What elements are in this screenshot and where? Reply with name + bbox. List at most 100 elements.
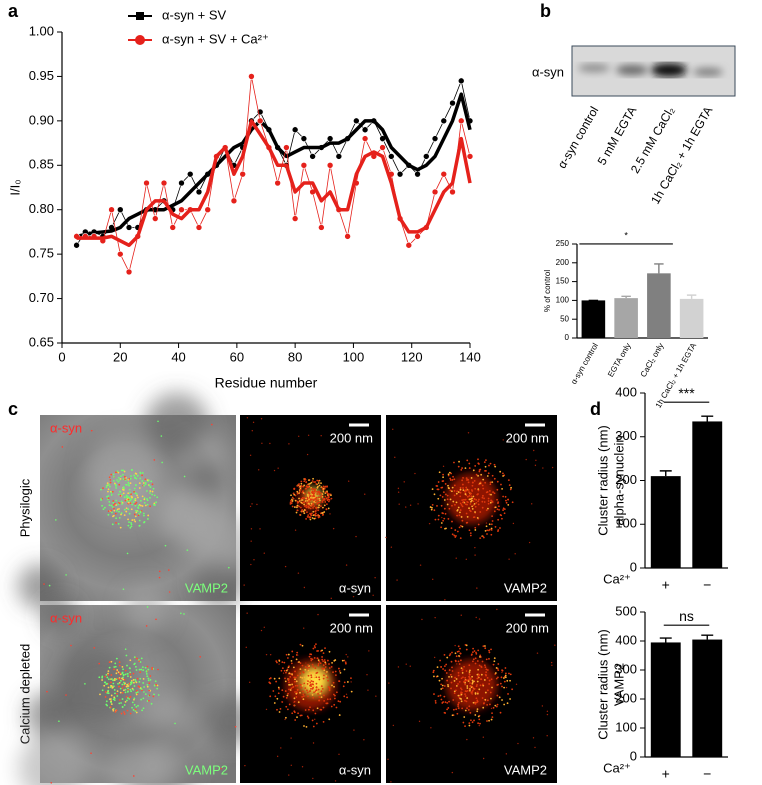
speckle	[320, 696, 323, 699]
speckle	[136, 691, 139, 694]
speckle	[343, 659, 346, 662]
data-point	[318, 224, 325, 231]
speckle	[318, 504, 321, 507]
speckle	[300, 480, 303, 483]
speckle	[143, 521, 145, 524]
speckle	[314, 512, 317, 515]
speckle	[249, 505, 252, 508]
speckle	[457, 703, 460, 706]
speckle	[487, 507, 489, 510]
speckle	[474, 526, 477, 529]
data-point	[230, 197, 238, 205]
speckle	[488, 529, 490, 532]
microscopy-image	[385, 415, 557, 601]
speckle	[146, 665, 149, 668]
speckle	[461, 672, 464, 674]
speckle	[483, 497, 485, 500]
speckle	[296, 504, 299, 507]
speckle	[418, 720, 421, 723]
speckle	[488, 490, 491, 492]
speckle	[265, 708, 268, 711]
speckle	[135, 501, 138, 504]
speckle	[338, 667, 340, 670]
microscopy-image	[240, 605, 381, 783]
speckle	[364, 493, 366, 495]
speckle	[118, 483, 121, 486]
speckle	[503, 508, 506, 511]
speckle	[140, 698, 143, 701]
speckle	[461, 668, 464, 671]
speckle	[477, 715, 480, 718]
speckle	[274, 695, 277, 698]
speckle	[124, 700, 127, 703]
speckle	[144, 666, 147, 669]
speckle	[133, 681, 135, 684]
speckle	[133, 487, 136, 490]
speckle	[312, 514, 315, 517]
speckle	[431, 488, 434, 491]
speckle	[432, 671, 435, 674]
speckle	[299, 488, 302, 491]
speckle	[307, 695, 309, 698]
speckle	[457, 506, 460, 509]
speckle	[451, 486, 454, 489]
speckle	[135, 689, 138, 692]
speckle	[280, 669, 283, 672]
image-texture	[144, 392, 209, 458]
speckle	[466, 707, 468, 710]
speckle	[444, 701, 447, 704]
speckle	[278, 677, 281, 680]
speckle	[486, 720, 488, 722]
speckle	[308, 504, 311, 507]
speckle	[450, 681, 453, 684]
speckle	[464, 467, 467, 470]
speckle	[156, 687, 159, 690]
speckle	[321, 501, 323, 504]
speckle	[293, 701, 295, 704]
speckle	[481, 660, 484, 663]
speckle	[455, 501, 458, 504]
speckle	[111, 686, 114, 689]
image-glow	[446, 659, 497, 711]
speckle	[313, 498, 315, 501]
speckle	[108, 501, 111, 503]
speckle	[100, 499, 102, 501]
speckle	[149, 675, 152, 677]
speckle	[107, 678, 110, 681]
speckle	[321, 667, 324, 670]
speckle	[532, 737, 535, 739]
speckle	[451, 479, 454, 481]
speckle	[460, 677, 463, 680]
error-bar	[621, 295, 631, 299]
speckle	[314, 646, 316, 649]
speckle	[344, 662, 347, 665]
speckle	[309, 518, 312, 521]
speckle	[488, 523, 491, 526]
speckle	[531, 503, 533, 505]
speckle	[290, 659, 293, 662]
speckle	[443, 654, 446, 656]
speckle	[303, 509, 306, 511]
legend-label: α-syn + SV	[162, 7, 227, 22]
speckle	[280, 701, 283, 703]
y-tick-label: 250	[556, 239, 570, 248]
speckle	[114, 512, 117, 515]
speckle	[314, 514, 317, 516]
speckle	[288, 703, 291, 706]
speckle	[323, 511, 326, 513]
y-tick-label: 200	[615, 472, 637, 487]
data-point	[160, 179, 168, 187]
speckle	[135, 705, 138, 708]
speckle	[112, 708, 114, 711]
speckle	[110, 509, 112, 512]
speckle	[301, 644, 304, 647]
speckle	[301, 696, 304, 698]
speckle	[484, 465, 487, 468]
speckle	[457, 694, 460, 697]
speckle	[473, 719, 475, 722]
data-point	[256, 117, 264, 125]
speckle	[287, 653, 290, 656]
speckle	[490, 678, 493, 681]
speckle	[304, 665, 307, 668]
speckle	[488, 493, 491, 496]
